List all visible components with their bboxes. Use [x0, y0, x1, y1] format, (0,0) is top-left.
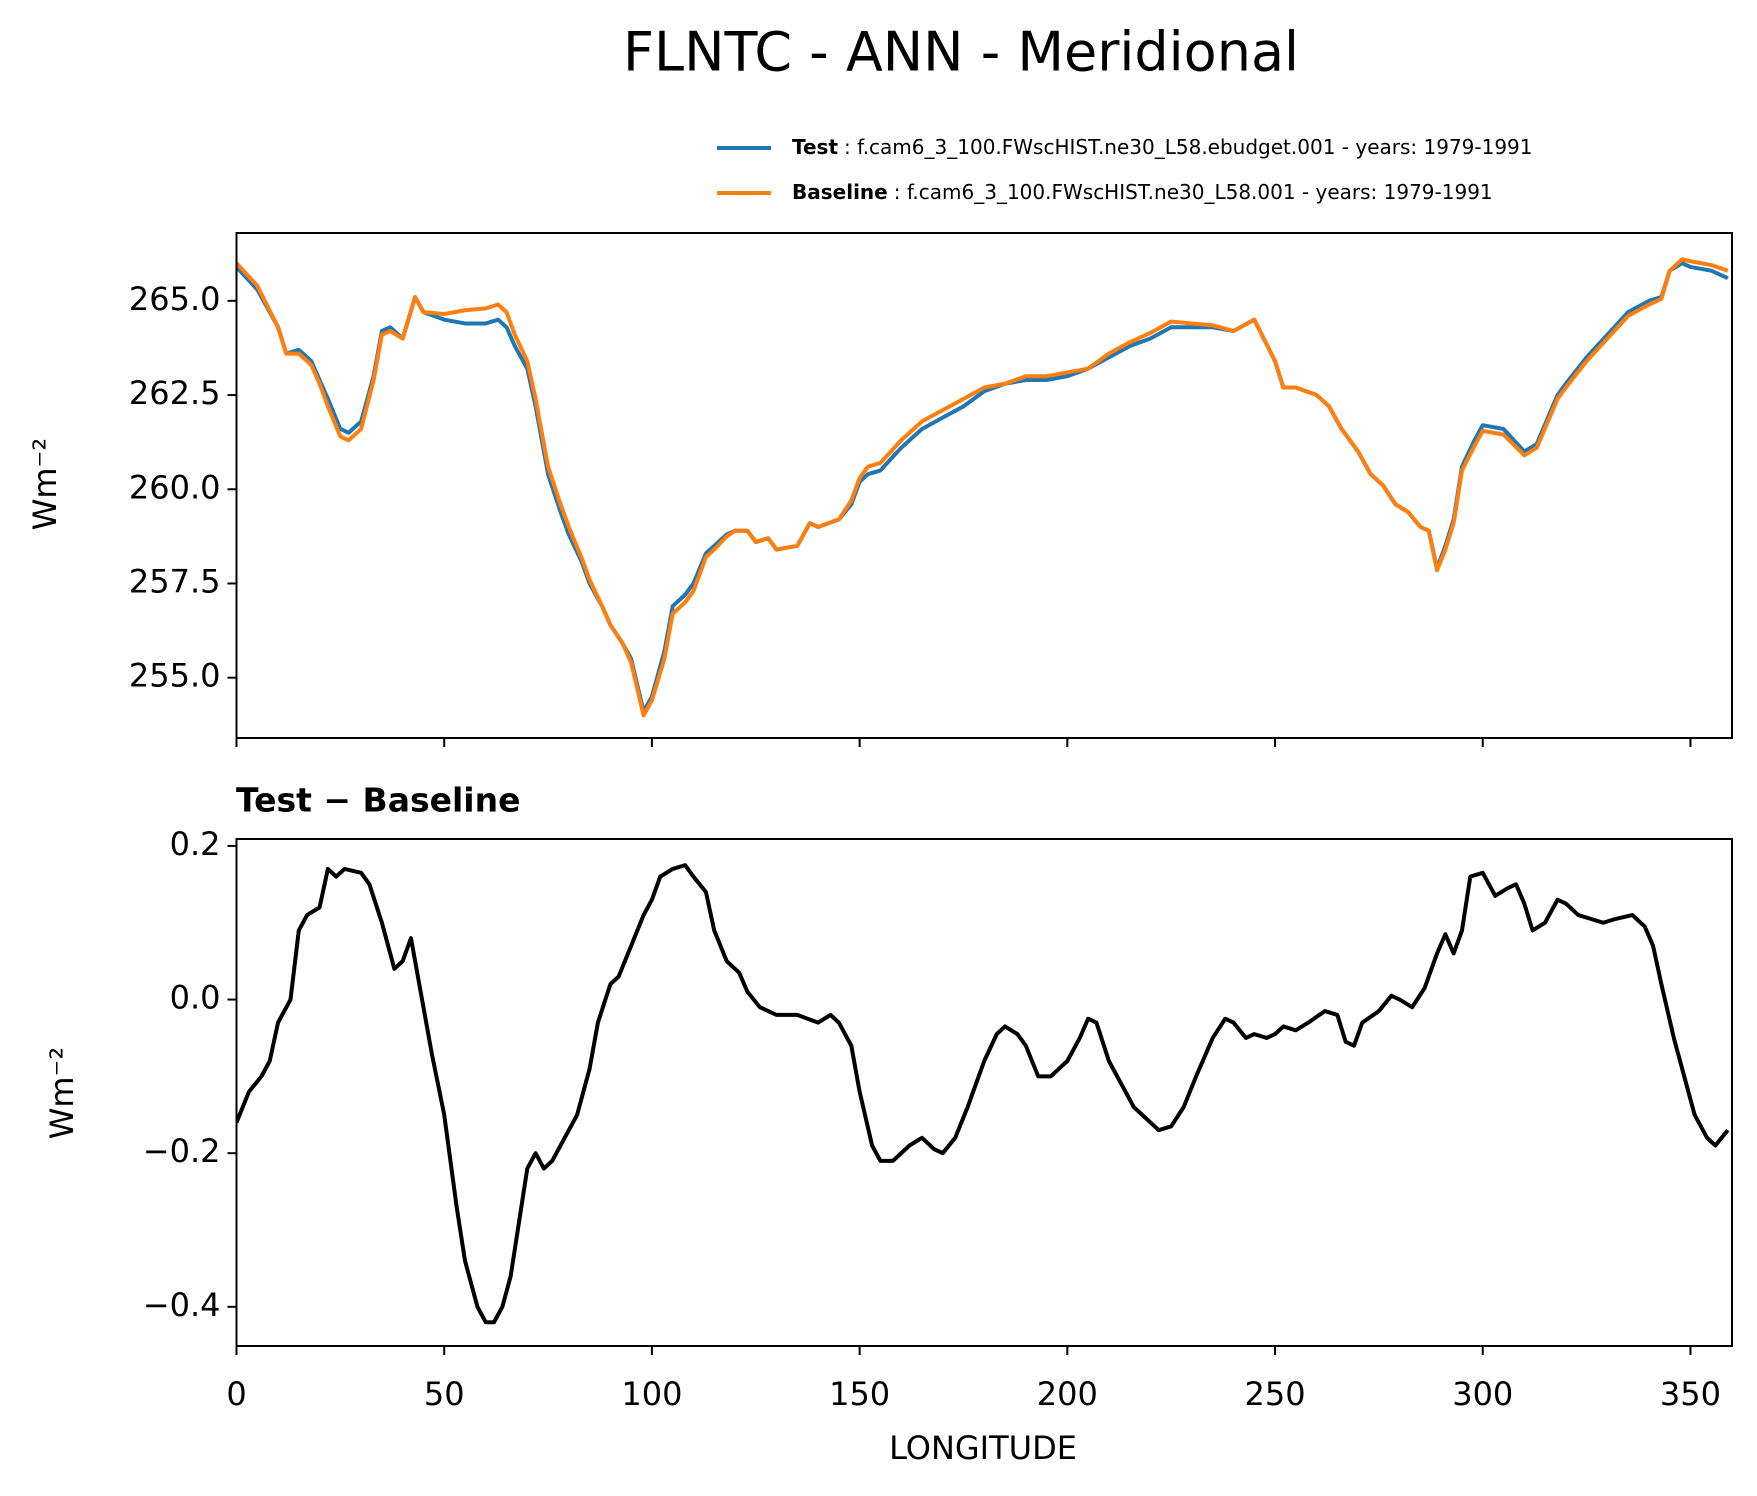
- x-tick-label: 50: [424, 1375, 465, 1413]
- panel-title: Test − Baseline: [236, 781, 521, 820]
- y-tick-label: 265.0: [129, 280, 221, 318]
- legend-name: Baseline: [792, 180, 888, 204]
- y-tick-label: 0.0: [170, 979, 221, 1017]
- legend-entry: Baseline: f.cam6_3_100.FWscHIST.ne30_L58…: [792, 180, 1493, 204]
- x-tick-label: 300: [1452, 1375, 1513, 1413]
- y-tick-label: 255.0: [129, 657, 221, 695]
- data-line: [236, 863, 1730, 1325]
- legend-entry: Test: f.cam6_3_100.FWscHIST.ne30_L58.ebu…: [792, 135, 1533, 159]
- x-tick-label: 100: [621, 1375, 682, 1413]
- data-line: [236, 257, 1729, 718]
- legend-name: Test: [792, 135, 838, 159]
- legend-description: : f.cam6_3_100.FWscHIST.ne30_L58.ebudget…: [844, 135, 1533, 159]
- y-tick-label: 0.2: [170, 825, 221, 863]
- y-tick-label: 257.5: [129, 562, 221, 600]
- x-tick-label: 250: [1245, 1375, 1306, 1413]
- y-tick-label: −0.4: [143, 1286, 221, 1324]
- x-tick-label: 0: [226, 1375, 246, 1413]
- y-axis-label: Wm⁻²: [43, 1047, 81, 1140]
- x-tick-label: 150: [829, 1375, 890, 1413]
- x-axis-label: LONGITUDE: [889, 1429, 1077, 1467]
- x-tick-label: 200: [1037, 1375, 1098, 1413]
- x-tick-label: 350: [1660, 1375, 1721, 1413]
- y-tick-label: 262.5: [129, 374, 221, 412]
- y-axis-label: Wm⁻²: [26, 438, 64, 531]
- figure-title: FLNTC - ANN - Meridional: [623, 21, 1299, 84]
- axes-frame: [235, 838, 1733, 1347]
- y-tick-label: 260.0: [129, 468, 221, 506]
- y-tick-label: −0.2: [143, 1132, 221, 1170]
- legend-description: : f.cam6_3_100.FWscHIST.ne30_L58.001 - y…: [894, 180, 1493, 204]
- axes-frame: [235, 232, 1733, 739]
